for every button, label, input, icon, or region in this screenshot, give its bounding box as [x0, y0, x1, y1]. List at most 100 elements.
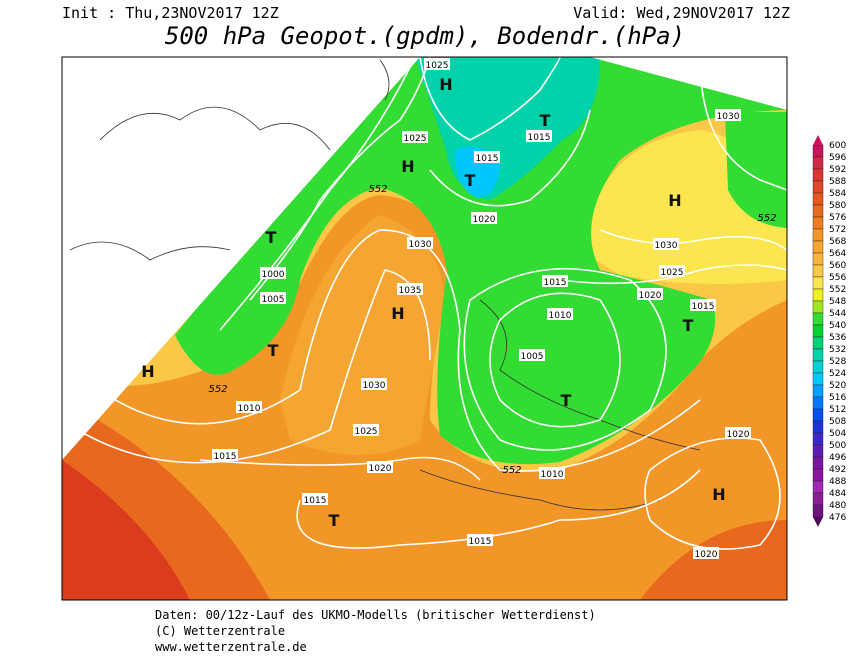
legend-swatch [812, 336, 824, 350]
legend-level: 476 [829, 513, 846, 523]
map-title: 500 hPa Geopot.(gpdm), Bodendr.(hPa) [165, 22, 685, 50]
isobar-label: 1030 [409, 240, 432, 250]
pressure-center: H [668, 191, 681, 210]
legend-swatch [812, 144, 824, 158]
isobar-label: 1030 [655, 241, 678, 251]
isobar-label: 1035 [399, 286, 422, 296]
isobar-label: 1010 [541, 470, 564, 480]
legend-swatch [812, 180, 824, 194]
legend-swatch [812, 240, 824, 254]
isobar-label-box [236, 401, 262, 413]
isobar-label: 1015 [692, 302, 715, 312]
legend-swatch [812, 480, 824, 494]
pressure-center: T [683, 316, 694, 335]
legend-swatch [812, 360, 824, 374]
isobar-label: 1015 [469, 537, 492, 547]
legend-swatch [812, 288, 824, 302]
legend-level: 520 [829, 381, 846, 391]
footer-line: www.wetterzentrale.de [155, 640, 307, 654]
legend-swatch [812, 384, 824, 398]
isobar-label: 1025 [661, 268, 684, 278]
legend-level: 512 [829, 405, 846, 415]
isobar-label: 1010 [549, 311, 572, 321]
legend-level: 508 [829, 417, 846, 427]
legend-swatch [812, 168, 824, 182]
legend-level: 544 [829, 309, 846, 319]
legend-swatch [812, 432, 824, 446]
legend-swatch [812, 324, 824, 338]
legend-level: 576 [829, 213, 846, 223]
pressure-center: T [561, 391, 572, 410]
legend-level: 504 [829, 429, 846, 439]
height-label: 552 [368, 184, 387, 195]
isobar-label-box [539, 467, 565, 479]
isobar-label-box [542, 275, 568, 287]
isobar-label-box [353, 424, 379, 436]
footer-line: (C) Wetterzentrale [155, 624, 285, 638]
legend-swatch [812, 444, 824, 458]
legend-level: 484 [829, 489, 846, 499]
isobar-label: 1015 [214, 452, 237, 462]
isobar-label: 1000 [262, 270, 285, 280]
init-time: Init : Thu,23NOV2017 12Z [62, 4, 279, 22]
legend-swatch [812, 372, 824, 386]
valid-time: Valid: Wed,29NOV2017 12Z [573, 4, 790, 22]
legend-level: 600 [829, 141, 846, 151]
isobar-label-box [424, 58, 450, 70]
legend-level: 596 [829, 153, 846, 163]
legend-level: 540 [829, 321, 846, 331]
isobar-label-box [402, 131, 428, 143]
legend-cap [813, 517, 823, 527]
pressure-center: H [391, 304, 404, 323]
legend-cap [813, 135, 823, 145]
legend-level: 584 [829, 189, 846, 199]
isobar-label-box [526, 130, 552, 142]
isobar-label-box [212, 449, 238, 461]
isobar-label-box [690, 299, 716, 311]
isobar-label: 1030 [363, 381, 386, 391]
isobar-label-box [260, 292, 286, 304]
isobar-label-box [725, 427, 751, 439]
pressure-center: H [401, 157, 414, 176]
isobar-label: 1015 [476, 154, 499, 164]
isobar-label-box [637, 288, 663, 300]
legend-level: 528 [829, 357, 846, 367]
isobar-label-box [407, 237, 433, 249]
isobar-label: 1025 [355, 427, 378, 437]
legend-level: 480 [829, 501, 846, 511]
pressure-center: T [540, 111, 551, 130]
isobar-label-box [659, 265, 685, 277]
isobar-label-box [467, 534, 493, 546]
legend-level: 580 [829, 201, 846, 211]
isobar-label-box [471, 212, 497, 224]
isobar-label: 1015 [544, 278, 567, 288]
legend-swatch [812, 252, 824, 266]
isobar-label-box [715, 109, 741, 121]
legend-level: 532 [829, 345, 846, 355]
legend-swatch [812, 396, 824, 410]
isobar-label: 1015 [304, 496, 327, 506]
pressure-center: T [329, 511, 340, 530]
legend-level: 492 [829, 465, 846, 475]
isobar-label-box [260, 267, 286, 279]
legend-level: 560 [829, 261, 846, 271]
isobar-label: 1025 [426, 61, 449, 71]
legend-level: 488 [829, 477, 846, 487]
isobar-label: 1020 [727, 430, 750, 440]
legend-swatch [812, 300, 824, 314]
isobar-label-box [397, 283, 423, 295]
legend-level: 536 [829, 333, 846, 343]
isobar-label: 1020 [695, 550, 718, 560]
map-frame [61, 56, 788, 601]
pressure-center: T [465, 171, 476, 190]
isobar-label-box [519, 349, 545, 361]
legend-swatch [812, 408, 824, 422]
legend-swatch [812, 504, 824, 518]
legend-level: 592 [829, 165, 846, 175]
legend-level: 524 [829, 369, 846, 379]
isobar-label: 1015 [528, 133, 551, 143]
legend-swatch [812, 276, 824, 290]
legend-swatch [812, 216, 824, 230]
legend-level: 516 [829, 393, 846, 403]
isobar-label: 1005 [521, 352, 544, 362]
